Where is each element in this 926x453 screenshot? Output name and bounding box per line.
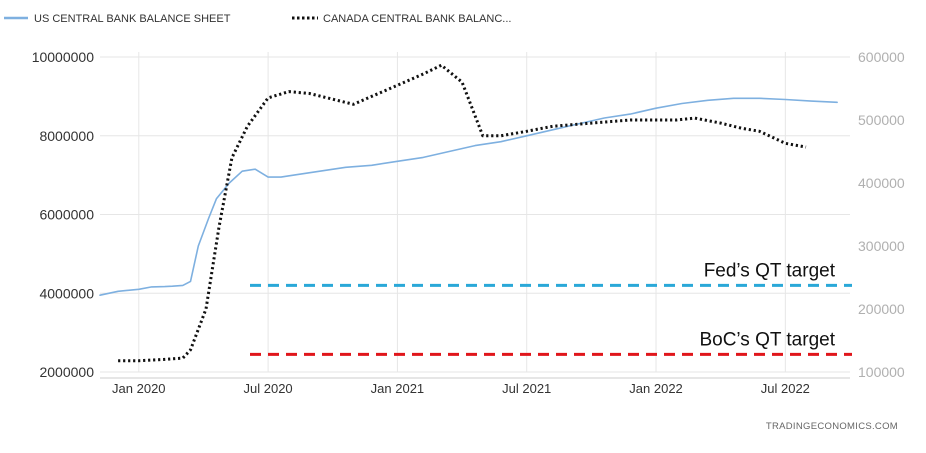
series-layer <box>99 63 838 363</box>
legend-label-us: US CENTRAL BANK BALANCE SHEET <box>34 13 231 25</box>
grid-layer <box>100 52 850 373</box>
axes-layer: 2000000 4000000 6000000 8000000 10000000 1000… <box>32 49 905 396</box>
us-balance-sheet-line <box>99 97 838 297</box>
y-right-tick-label: 200000 <box>858 301 905 317</box>
source-label: TRADINGECONOMICS.COM <box>766 421 898 432</box>
x-tick-label: Jul 2020 <box>244 381 293 396</box>
legend-label-canada: CANADA CENTRAL BANK BALANC... <box>323 13 511 25</box>
x-tick-label: Jan 2021 <box>371 381 425 396</box>
y-right-tick-label: 400000 <box>858 175 905 191</box>
x-tick-label: Jul 2021 <box>502 381 551 396</box>
x-tick-label: Jul 2022 <box>761 381 810 396</box>
fed-qt-target-label: Fed’s QT target <box>704 260 836 281</box>
y-left-tick-label: 8000000 <box>39 128 94 144</box>
x-tick-label: Jan 2022 <box>629 381 683 396</box>
x-tick-label: Jan 2020 <box>112 381 166 396</box>
y-left-tick-label: 4000000 <box>39 285 94 301</box>
y-left-tick-label: 6000000 <box>39 207 94 223</box>
y-right-tick-label: 500000 <box>858 112 905 128</box>
chart-legend: US CENTRAL BANK BALANCE SHEET CANADA CEN… <box>4 13 511 25</box>
y-left-tick-label: 2000000 <box>39 364 94 380</box>
y-right-tick-label: 300000 <box>858 238 905 254</box>
boc-qt-target-label: BoC’s QT target <box>699 329 835 350</box>
annotation-layer: Fed’s QT target BoC’s QT target <box>250 260 852 356</box>
canada-balance-sheet-line <box>118 63 807 363</box>
y-left-tick-label: 10000000 <box>32 49 95 65</box>
y-right-tick-label: 600000 <box>858 49 905 65</box>
y-right-tick-label: 100000 <box>858 364 905 380</box>
